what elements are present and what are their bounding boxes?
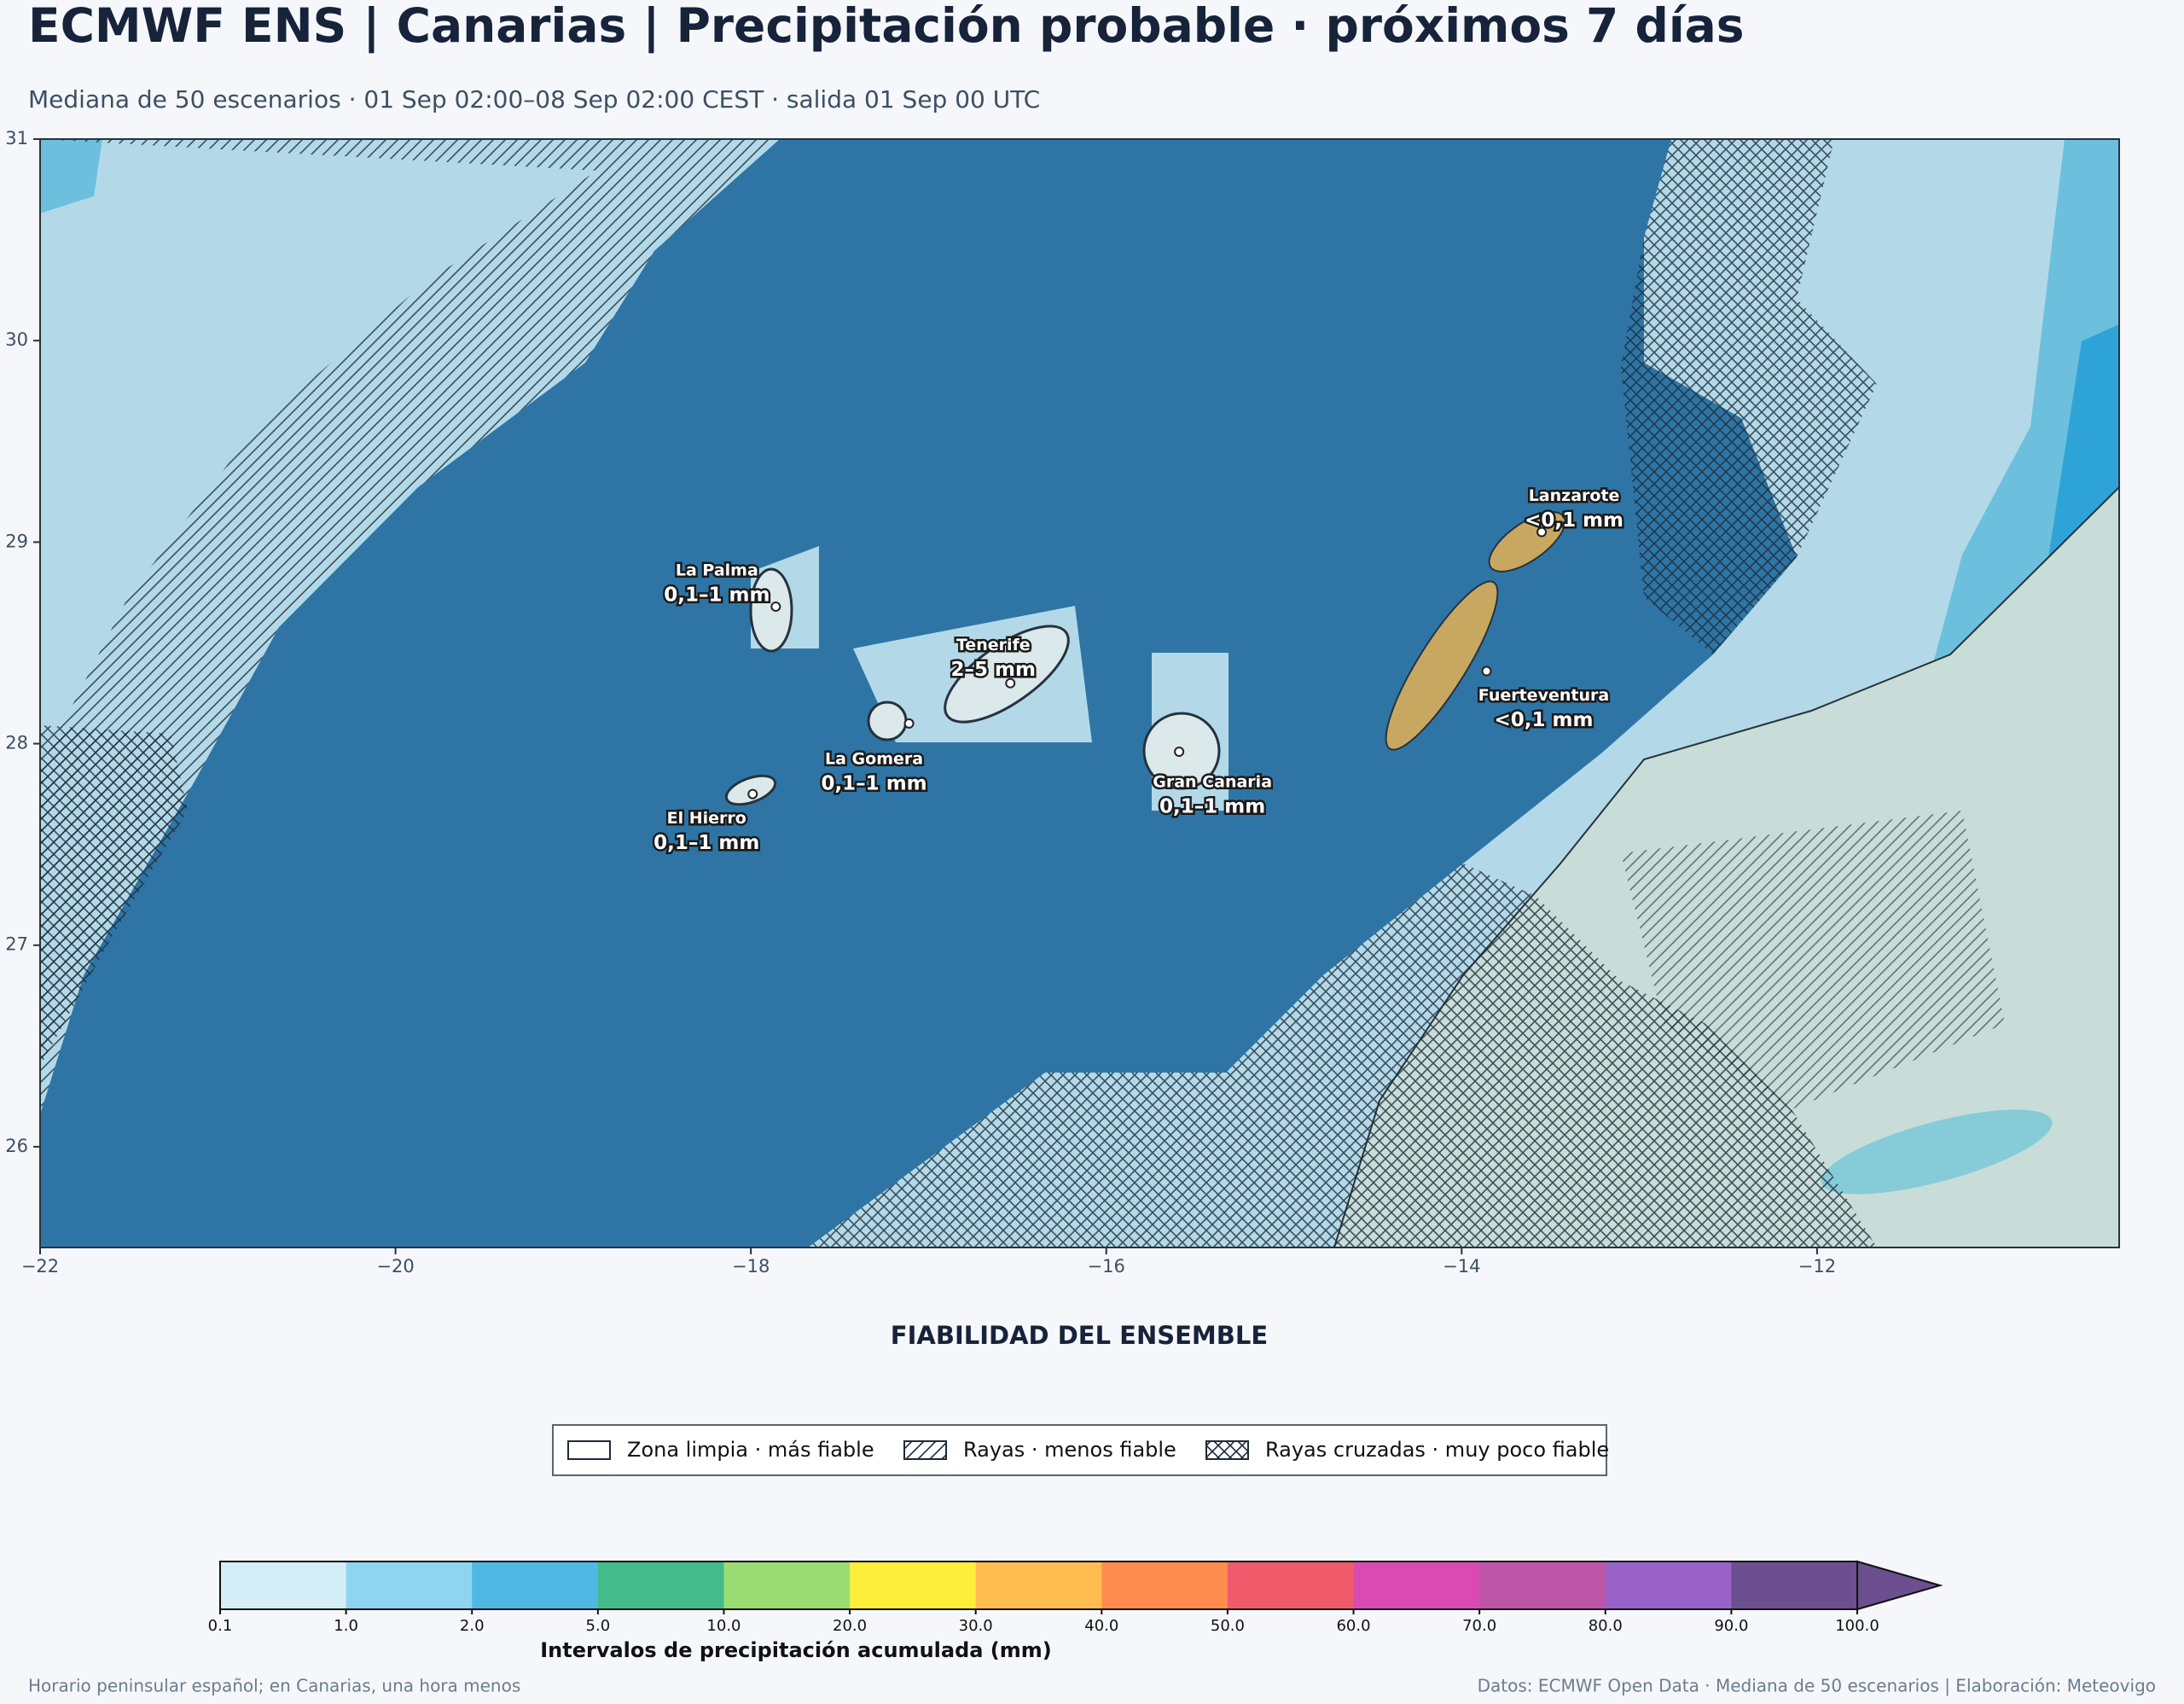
y-tick-label: 27 (5, 934, 28, 955)
legend-label: Rayas cruzadas · muy poco fiable (1265, 1438, 1609, 1462)
colorbar-extend (1856, 1560, 1943, 1611)
colorbar-tick-label: 1.0 (334, 1617, 358, 1635)
colorbar-tick-label: 10.0 (706, 1617, 741, 1635)
island-amount: 0,1–1 mm (1159, 795, 1265, 817)
colorbar-tick-label: 30.0 (959, 1617, 993, 1635)
colorbar-tick-label: 70.0 (1462, 1617, 1496, 1635)
footer-right: Datos: ECMWF Open Data · Mediana de 50 e… (1478, 1676, 2156, 1696)
colorbar-tick-label: 20.0 (833, 1617, 867, 1635)
x-tick-label: −22 (21, 1256, 59, 1277)
colorbar-tick-label: 5.0 (586, 1617, 611, 1635)
island-shape (1385, 580, 1499, 751)
hatch-zone (808, 864, 1877, 1247)
colorbar-segment (1731, 1562, 1858, 1609)
colorbar-tick-label: 0.1 (208, 1617, 233, 1635)
island-shape (867, 701, 908, 742)
legend-box (552, 1424, 1607, 1476)
island-name: Lanzarote (1529, 486, 1620, 505)
wet-zone (1821, 1109, 2053, 1195)
light-zone (40, 139, 780, 1114)
island-amount: 0,1–1 mm (664, 584, 770, 606)
colorbar-tick-label: 100.0 (1835, 1617, 1879, 1635)
island-point (1005, 678, 1016, 689)
legend-label: Zona limpia · más fiable (627, 1438, 874, 1462)
hatch-zone (1621, 811, 2005, 1109)
island-shape (944, 625, 1070, 724)
hatch-zone (40, 139, 780, 1114)
legend-swatch-pattern (1205, 1440, 1249, 1460)
colorbar-segment (597, 1562, 724, 1609)
plot-frame (39, 138, 2120, 1248)
title: ECMWF ENS | Canarias | Precipitación pro… (28, 0, 1745, 54)
y-tick-label: 30 (5, 329, 28, 350)
colorbar-segment (1227, 1562, 1355, 1609)
colorbar-label: Intervalos de precipitación acumulada (m… (540, 1638, 1052, 1662)
colorbar-segment (220, 1562, 347, 1609)
colorbar-segment (723, 1562, 851, 1609)
island-point (1481, 666, 1492, 677)
colorbar-tick-label: 90.0 (1714, 1617, 1748, 1635)
island-amount: 2–5 mm (951, 659, 1036, 681)
y-tick-label: 31 (5, 128, 28, 148)
legend-swatch-pattern (903, 1440, 947, 1460)
island-point (1536, 526, 1548, 538)
colorbar-segment (472, 1562, 599, 1609)
wet-zone (2048, 324, 2119, 563)
y-tick-label: 26 (5, 1136, 28, 1156)
colorbar-segment (1479, 1562, 1606, 1609)
island-point (747, 788, 758, 800)
island-name: El Hierro (667, 809, 746, 828)
island-point (903, 718, 915, 729)
colorbar-tick-label: 50.0 (1211, 1617, 1245, 1635)
colorbar-tick-label: 40.0 (1084, 1617, 1118, 1635)
colorbar-tick-label: 80.0 (1589, 1617, 1623, 1635)
colorbar-segment (1605, 1562, 1732, 1609)
island-shape (1488, 511, 1566, 573)
island-point (770, 601, 781, 612)
section-title: FIABILIDAD DEL ENSEMBLE (891, 1321, 1268, 1350)
wet-zone (40, 139, 102, 213)
island-name: Fuerteventura (1478, 686, 1609, 705)
map-background (40, 139, 2119, 1247)
island-point (1174, 746, 1185, 757)
island-name: La Gomera (825, 749, 923, 768)
island-amount: 0,1–1 mm (821, 772, 926, 794)
island-amount: <0,1 mm (1525, 509, 1623, 532)
y-tick-label: 28 (5, 733, 28, 753)
x-tick-label: −12 (1798, 1256, 1836, 1277)
colorbar-segment (1101, 1562, 1228, 1609)
x-tick-label: −20 (376, 1256, 414, 1277)
colorbar-segment (975, 1562, 1102, 1609)
colorbar-frame (219, 1561, 1858, 1610)
x-tick-label: −18 (732, 1256, 770, 1277)
subtitle: Mediana de 50 escenarios · 01 Sep 02:00–… (28, 85, 1040, 113)
island-shape (749, 567, 793, 653)
island-amount: 0,1–1 mm (653, 832, 759, 854)
x-tick-label: −16 (1088, 1256, 1125, 1277)
island-name: La Palma (676, 561, 758, 579)
colorbar-segment (346, 1562, 473, 1609)
colorbar-tick-label: 60.0 (1336, 1617, 1370, 1635)
footer-left: Horario peninsular español; en Canarias,… (28, 1676, 520, 1696)
legend-swatch-pattern (567, 1440, 611, 1460)
colorbar-segment (1353, 1562, 1480, 1609)
x-tick-label: −14 (1443, 1256, 1480, 1277)
colorbar-segment (850, 1562, 977, 1609)
legend-label: Rayas · menos fiable (963, 1438, 1176, 1462)
y-tick-label: 29 (5, 531, 28, 551)
island-name: Gran Canaria (1153, 772, 1272, 791)
hatch-zone (1621, 139, 1877, 654)
colorbar-tick-label: 2.0 (460, 1617, 485, 1635)
hatch-zone (40, 725, 188, 1067)
island-name: Tenerife (956, 636, 1031, 654)
island-amount: <0,1 mm (1495, 709, 1594, 731)
